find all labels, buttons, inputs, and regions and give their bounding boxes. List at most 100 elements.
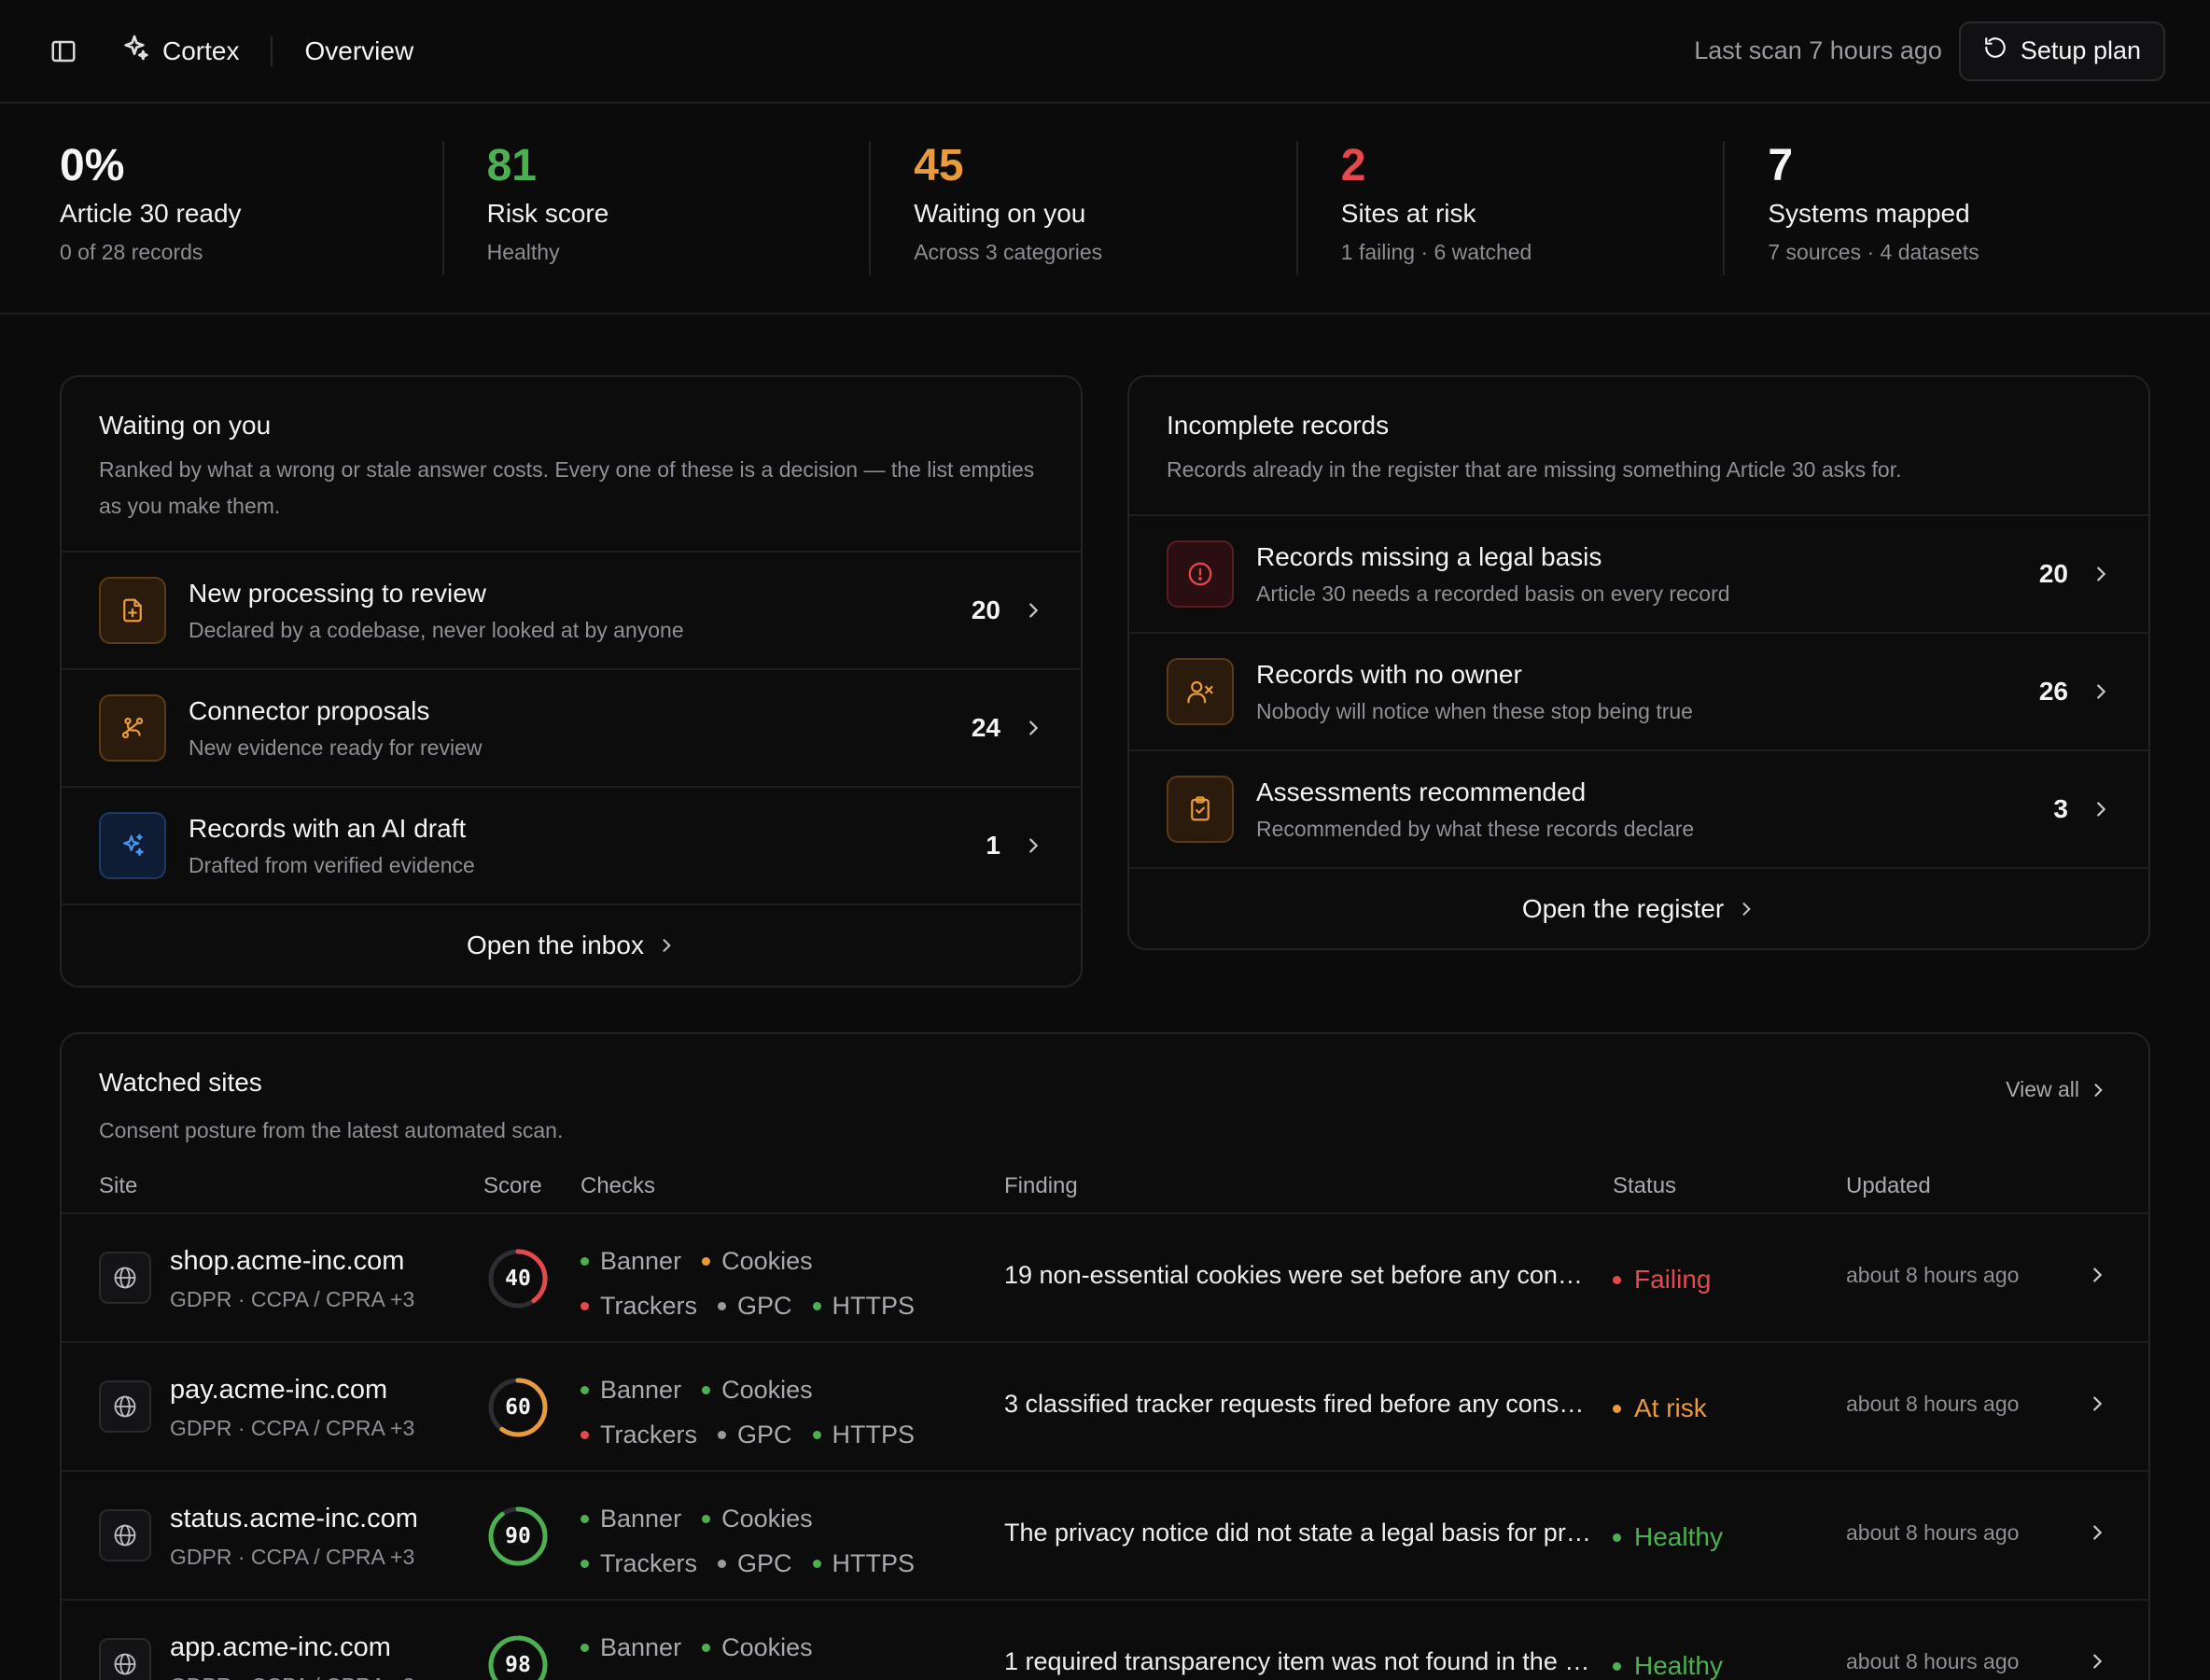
watched-sites-card: Watched sites Consent posture from the l… bbox=[60, 1032, 2150, 1680]
list-item[interactable]: Assessments recommended Recommended by wh… bbox=[1129, 749, 2148, 867]
column-updated[interactable]: Updated bbox=[1846, 1173, 1931, 1198]
updated-time: about 8 hours ago bbox=[1846, 1392, 2020, 1416]
list-item[interactable]: Records missing a legal basis Article 30 … bbox=[1129, 514, 2148, 632]
check-status-dot bbox=[580, 1559, 589, 1568]
alert-circle-icon bbox=[1167, 540, 1234, 608]
site-name[interactable]: pay.acme-inc.com bbox=[170, 1375, 388, 1405]
open-inbox-link[interactable]: Open the inbox bbox=[62, 903, 1081, 986]
chevron-right-icon bbox=[1023, 718, 1043, 738]
check-label: Trackers bbox=[600, 1291, 698, 1320]
chevron-right-icon bbox=[1023, 835, 1043, 856]
item-subtitle: Article 30 needs a recorded basis on eve… bbox=[1256, 581, 1730, 606]
column-score[interactable]: Score bbox=[483, 1173, 542, 1198]
open-register-label: Open the register bbox=[1521, 894, 1725, 923]
status-dot bbox=[1613, 1661, 1621, 1671]
view-all-link[interactable]: View all bbox=[2006, 1077, 2107, 1102]
card-description: Consent posture from the latest automate… bbox=[99, 1118, 564, 1142]
checks-list: Banner Cookies Trackers GPC HTTPS bbox=[580, 1496, 972, 1586]
stat-value: 81 bbox=[486, 141, 537, 190]
score-value: 90 bbox=[505, 1524, 531, 1548]
chevron-right-icon[interactable] bbox=[2087, 1651, 2107, 1676]
divider bbox=[271, 35, 273, 66]
column-checks[interactable]: Checks bbox=[580, 1173, 656, 1198]
check-item: Banner bbox=[580, 1505, 681, 1533]
list-item[interactable]: Records with an AI draft Drafted from ver… bbox=[62, 786, 1081, 903]
stat-label: Waiting on you bbox=[914, 199, 1086, 228]
page-title: Overview bbox=[304, 35, 414, 65]
sidebar-toggle-icon[interactable] bbox=[45, 33, 82, 70]
check-status-dot bbox=[702, 1256, 711, 1266]
table-row[interactable]: pay.acme-inc.com GDPR · CCPA / CPRA +3 60 B… bbox=[62, 1343, 2148, 1472]
check-status-dot bbox=[702, 1385, 711, 1394]
item-subtitle: Recommended by what these records declar… bbox=[1256, 816, 1695, 841]
check-item: Cookies bbox=[702, 1376, 813, 1405]
chevron-right-icon[interactable] bbox=[2087, 1265, 2107, 1290]
check-status-dot bbox=[812, 1301, 821, 1310]
card-description: Ranked by what a wrong or stale answer c… bbox=[99, 457, 1035, 518]
site-name[interactable]: status.acme-inc.com bbox=[170, 1504, 418, 1533]
stat-subtext: Across 3 categories bbox=[914, 240, 1103, 264]
status-dot bbox=[1613, 1275, 1621, 1284]
card-description: Records already in the register that are… bbox=[1167, 457, 1902, 482]
check-status-dot bbox=[718, 1430, 727, 1439]
stat-block: 0% Article 30 ready 0 of 28 records bbox=[60, 104, 442, 313]
score-value: 98 bbox=[505, 1653, 531, 1677]
check-status-dot bbox=[580, 1385, 589, 1394]
check-status-dot bbox=[702, 1643, 711, 1652]
check-label: Trackers bbox=[600, 1420, 698, 1449]
check-item: Trackers bbox=[580, 1421, 697, 1449]
globe-icon bbox=[99, 1380, 151, 1433]
column-finding[interactable]: Finding bbox=[1004, 1173, 1078, 1198]
table-row[interactable]: app.acme-inc.com GDPR · CCPA / CPRA +3 98 B… bbox=[62, 1601, 2148, 1680]
site-name[interactable]: app.acme-inc.com bbox=[170, 1632, 391, 1662]
check-label: Trackers bbox=[600, 1548, 698, 1577]
setup-plan-button[interactable]: Setup plan bbox=[1958, 21, 2165, 81]
check-item: Cookies bbox=[702, 1633, 813, 1662]
check-label: Banner bbox=[600, 1375, 682, 1404]
list-item[interactable]: Records with no owner Nobody will notice … bbox=[1129, 632, 2148, 749]
stat-block: 81 Risk score Healthy bbox=[441, 104, 870, 313]
check-item: Trackers bbox=[580, 1678, 697, 1680]
card-title: Watched sites bbox=[99, 1068, 262, 1097]
card-title: Incomplete records bbox=[1167, 411, 1390, 440]
updated-time: about 8 hours ago bbox=[1846, 1520, 2020, 1545]
column-status[interactable]: Status bbox=[1613, 1173, 1677, 1198]
check-label: Trackers bbox=[600, 1678, 697, 1680]
check-label: GPC bbox=[737, 1420, 792, 1449]
check-status-dot bbox=[580, 1301, 589, 1310]
check-status-dot bbox=[580, 1514, 589, 1523]
check-status-dot bbox=[812, 1559, 821, 1568]
open-register-link[interactable]: Open the register bbox=[1129, 867, 2148, 948]
list-item[interactable]: New processing to review Declared by a co… bbox=[62, 551, 1081, 668]
check-item: Cookies bbox=[702, 1505, 813, 1533]
column-site[interactable]: Site bbox=[99, 1173, 138, 1198]
clipboard-check-icon bbox=[1167, 776, 1234, 843]
stat-label: Article 30 ready bbox=[60, 199, 242, 228]
item-count: 26 bbox=[2038, 677, 2068, 706]
status-badge: Healthy bbox=[1613, 1522, 1723, 1552]
chevron-right-icon[interactable] bbox=[2087, 1393, 2107, 1419]
score-value: 40 bbox=[505, 1267, 531, 1291]
last-scan-text: Last scan 7 hours ago bbox=[1694, 36, 1942, 64]
status-label: Failing bbox=[1634, 1265, 1712, 1294]
brand[interactable]: Cortex bbox=[119, 33, 239, 69]
score-value: 60 bbox=[505, 1395, 531, 1420]
status-badge: Healthy bbox=[1613, 1651, 1723, 1680]
chevron-right-icon bbox=[657, 936, 676, 955]
check-label: Banner bbox=[600, 1632, 682, 1661]
status-badge: At risk bbox=[1613, 1393, 1707, 1423]
view-all-label: View all bbox=[2006, 1077, 2079, 1101]
table-row[interactable]: shop.acme-inc.com GDPR · CCPA / CPRA +3 40… bbox=[62, 1214, 2148, 1343]
waiting-card: Waiting on you Ranked by what a wrong or… bbox=[60, 375, 1083, 987]
table-row[interactable]: status.acme-inc.com GDPR · CCPA / CPRA +3… bbox=[62, 1472, 2148, 1601]
globe-icon bbox=[99, 1509, 151, 1561]
stat-value: 2 bbox=[1340, 141, 1366, 190]
site-name[interactable]: shop.acme-inc.com bbox=[170, 1246, 405, 1276]
sparkles-icon bbox=[99, 812, 166, 879]
score-ring: 40 bbox=[485, 1246, 551, 1311]
status-dot bbox=[1613, 1533, 1621, 1542]
stat-label: Sites at risk bbox=[1340, 199, 1476, 228]
chevron-right-icon[interactable] bbox=[2087, 1522, 2107, 1547]
check-label: HTTPS bbox=[832, 1678, 916, 1680]
list-item[interactable]: Connector proposals New evidence ready fo… bbox=[62, 668, 1081, 786]
